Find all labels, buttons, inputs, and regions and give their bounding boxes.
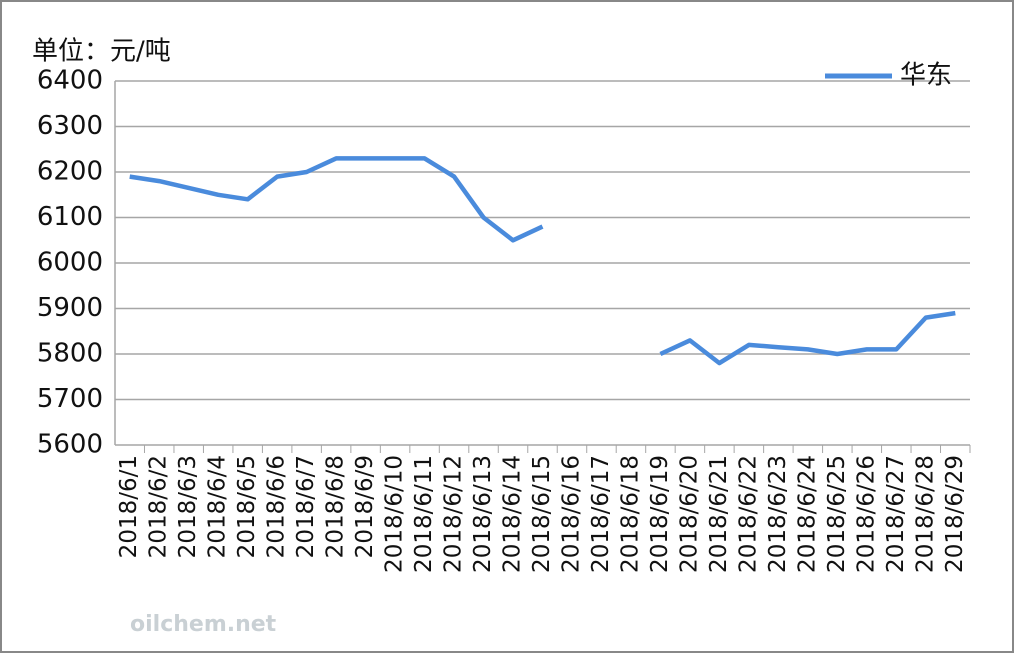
y-tick-label: 5900	[37, 293, 103, 323]
x-tick-label: 2018/6/5	[234, 455, 260, 558]
series-line	[659, 310, 956, 366]
x-tick-label: 2018/6/25	[824, 455, 850, 573]
x-tick-label: 2018/6/16	[558, 455, 584, 573]
y-tick-label: 6400	[37, 66, 103, 96]
x-tick-label: 2018/6/1	[116, 455, 142, 558]
watermark: oilchem.net	[130, 612, 277, 637]
legend-label: 华东	[900, 61, 952, 91]
x-tick-label: 2018/6/17	[588, 455, 614, 573]
x-tick-label: 2018/6/19	[647, 455, 673, 573]
y-tick-label: 5800	[37, 339, 103, 369]
x-tick-label: 2018/6/23	[765, 455, 791, 573]
unit-label: 单位：元/吨	[32, 37, 171, 67]
x-tick-label: 2018/6/24	[794, 455, 820, 573]
y-tick-label: 6200	[37, 157, 103, 187]
x-tick-label: 2018/6/22	[735, 455, 761, 573]
x-tick-label: 2018/6/10	[382, 455, 408, 573]
x-tick-label: 2018/6/18	[617, 455, 643, 573]
x-tick-label: 2018/6/12	[441, 455, 467, 573]
x-tick-label: 2018/6/3	[175, 455, 201, 558]
x-tick-label: 2018/6/15	[529, 455, 555, 573]
x-tick-label: 2018/6/8	[323, 455, 349, 558]
y-tick-label: 6000	[37, 248, 103, 278]
x-tick-label: 2018/6/7	[293, 455, 319, 558]
y-tick-label: 6100	[37, 202, 103, 232]
series-line	[129, 156, 544, 243]
x-tick-label: 2018/6/4	[205, 455, 231, 558]
x-tick-label: 2018/6/26	[853, 455, 879, 573]
x-tick-label: 2018/6/11	[411, 455, 437, 573]
x-tick-label: 2018/6/21	[706, 455, 732, 573]
x-tick-label: 2018/6/29	[942, 455, 968, 573]
x-tick-label: 2018/6/20	[676, 455, 702, 573]
x-tick-label: 2018/6/13	[470, 455, 496, 573]
x-tick-label: 2018/6/28	[912, 455, 938, 573]
y-tick-label: 5600	[37, 430, 103, 460]
y-tick-label: 5700	[37, 384, 103, 414]
x-tick-label: 2018/6/14	[500, 455, 526, 573]
x-tick-label: 2018/6/6	[264, 455, 290, 558]
x-tick-label: 2018/6/9	[352, 455, 378, 558]
x-tick-label: 2018/6/27	[883, 455, 909, 573]
x-tick-label: 2018/6/2	[146, 455, 172, 558]
y-tick-label: 6300	[37, 111, 103, 141]
